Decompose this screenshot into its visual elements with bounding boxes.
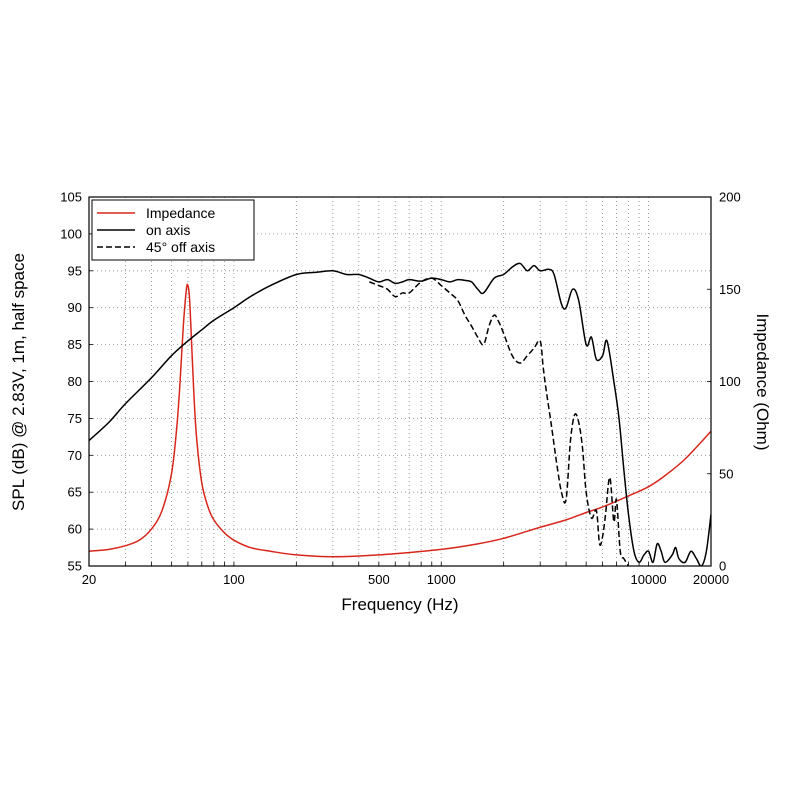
series-lines (89, 262, 711, 566)
x-tick-label: 10000 (631, 572, 667, 587)
y2-tick-label: 50 (719, 466, 733, 481)
x-tick-label: 20 (82, 572, 96, 587)
series-line-impedance (89, 283, 711, 558)
y-tick-label: 65 (68, 485, 82, 500)
y2-axis-label: Impedance (Ohm) (753, 314, 772, 451)
y-tick-label: 60 (68, 522, 82, 537)
y-tick-label: 90 (68, 300, 82, 315)
legend: Impedance on axis 45° off axis (91, 199, 255, 261)
y-tick-label: 85 (68, 337, 82, 352)
legend-label-on-axis: on axis (146, 222, 190, 238)
plot-frame (88, 196, 712, 567)
legend-label-impedance: Impedance (146, 205, 215, 221)
y-tick-label: 80 (68, 374, 82, 389)
y-tick-label: 55 (68, 559, 82, 574)
x-tick-label: 20000 (693, 572, 729, 587)
y-tick-label: 95 (68, 263, 82, 278)
series-line-on-axis (89, 262, 711, 566)
series-line-off-axis-45 (369, 277, 630, 566)
x-tick-label: 500 (368, 572, 390, 587)
y2-tick-label: 150 (719, 282, 741, 297)
y-tick-label: 70 (68, 448, 82, 463)
gridlines (89, 197, 711, 566)
x-tick-label: 100 (223, 572, 245, 587)
x-axis-label: Frequency (Hz) (341, 595, 458, 614)
y2-tick-label: 0 (719, 559, 726, 574)
y2-tick-label: 100 (719, 374, 741, 389)
y-tick-label: 100 (60, 226, 82, 241)
y-tick-label: 75 (68, 411, 82, 426)
tick-labels: 20 100 500 1000 10000 20000556065707580859095… (60, 190, 740, 588)
y-axis-label: SPL (dB) @ 2.83V, 1m, half space (9, 253, 28, 511)
y-tick-label: 105 (60, 190, 82, 205)
y2-tick-label: 200 (719, 190, 741, 205)
x-tick-label: 1000 (427, 572, 456, 587)
legend-label-off-axis: 45° off axis (146, 239, 215, 255)
